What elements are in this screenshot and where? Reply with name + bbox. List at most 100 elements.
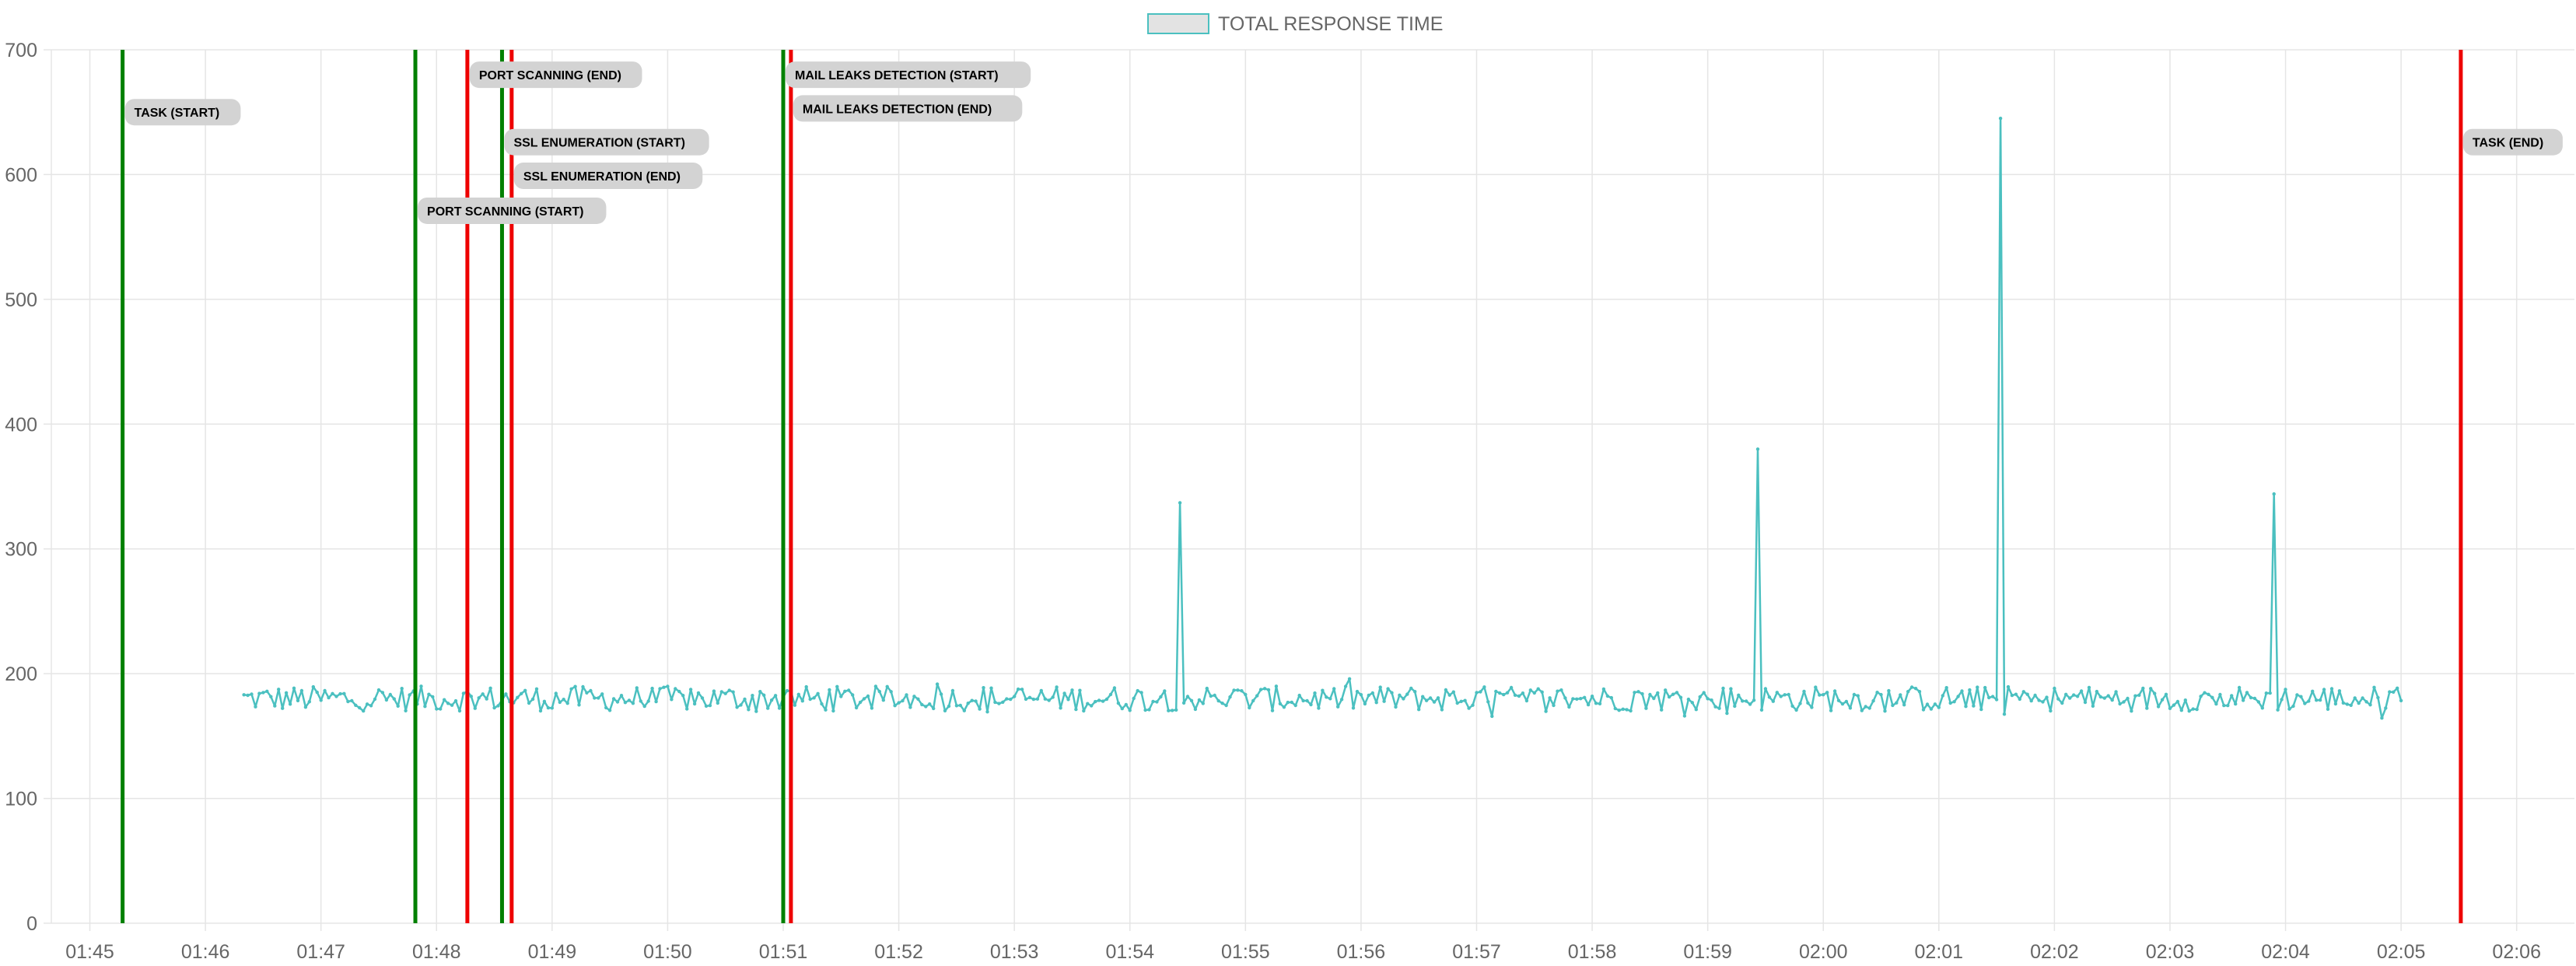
series-point (1189, 698, 1194, 702)
series-point (597, 696, 600, 700)
series-point (504, 692, 508, 696)
series-point (1475, 691, 1479, 695)
series-point (1544, 709, 1548, 713)
series-point (288, 702, 292, 706)
series-point (978, 707, 982, 711)
series-point (2141, 686, 2145, 691)
series-point (1347, 677, 1352, 681)
series-point (446, 702, 450, 705)
series-point (912, 695, 916, 698)
series-point (2126, 696, 2130, 701)
series-point (2329, 687, 2334, 691)
series-point (296, 698, 300, 702)
series-point (1009, 697, 1013, 702)
series-point (1258, 688, 1263, 691)
series-point (662, 685, 666, 689)
series-point (1332, 687, 1336, 691)
series-point (1806, 701, 1810, 705)
series-point (932, 706, 936, 711)
series-point (658, 687, 662, 691)
x-tick-label: 01:58 (1568, 941, 1617, 963)
series-point (1656, 691, 1660, 695)
series-point (284, 691, 289, 695)
series-point (2164, 692, 2168, 696)
series-point (1952, 700, 1956, 704)
series-point (1848, 706, 1853, 710)
y-tick-label: 600 (5, 164, 37, 186)
series-point (1270, 709, 1275, 712)
series-point (1370, 691, 1375, 695)
series-point (735, 705, 739, 709)
series-point (889, 690, 893, 694)
series-point (908, 705, 912, 709)
series-point (1124, 702, 1129, 707)
series-point (989, 686, 993, 690)
annotation-label-bg (469, 61, 642, 89)
series-point (1598, 702, 1602, 705)
series-point (839, 695, 843, 698)
series-point (261, 691, 265, 695)
series-point (2345, 702, 2349, 706)
series-point (619, 694, 624, 698)
series-point (1382, 699, 1386, 703)
series-point (1112, 686, 1117, 690)
series-point (577, 703, 581, 707)
series-point (573, 684, 577, 688)
series-point (769, 698, 774, 702)
annotation-label: MAIL LEAKS DETECTION (END) (793, 95, 1023, 122)
x-tick-label: 01:51 (759, 941, 808, 963)
series-point (1359, 693, 1363, 697)
series-point (2384, 706, 2388, 710)
x-tick-label: 01:47 (296, 941, 345, 963)
legend-label[interactable]: TOTAL RESPONSE TIME (1218, 13, 1443, 35)
series-point (858, 700, 863, 705)
series-point (1209, 694, 1213, 698)
series-point (254, 705, 257, 709)
series-point (1937, 705, 1941, 709)
series-point (1378, 685, 1382, 689)
legend[interactable]: TOTAL RESPONSE TIME (1147, 13, 1443, 35)
series-point (1290, 700, 1294, 705)
series-point (2260, 706, 2264, 710)
series-point (1274, 684, 1279, 688)
series-point (1983, 685, 1987, 690)
series-point (916, 697, 920, 701)
series-point (534, 687, 539, 691)
series-point (1667, 695, 1671, 699)
series-point (796, 692, 801, 696)
series-point (2102, 696, 2106, 700)
series-point (824, 708, 828, 712)
annotation-label-text: SSL ENUMERATION (START) (513, 137, 684, 150)
series-point (2056, 697, 2060, 701)
series-point (1528, 688, 1533, 692)
series-point (530, 697, 535, 702)
series-point (727, 688, 731, 692)
series-point (292, 686, 296, 690)
series-point (2179, 709, 2183, 712)
series-point (307, 700, 311, 704)
legend-swatch[interactable] (1147, 13, 1209, 34)
series-point (670, 698, 674, 702)
series-point (785, 688, 789, 693)
series-point (2110, 698, 2114, 702)
series-point (2068, 696, 2072, 700)
series-point (2361, 696, 2364, 700)
series-point (1035, 697, 1040, 701)
series-point (2226, 703, 2230, 708)
series-point (1644, 706, 1648, 710)
series-point (2041, 700, 2045, 704)
series-point (469, 695, 473, 698)
series-point (1790, 704, 1794, 708)
series-point (1278, 702, 1283, 705)
annotation-label-text: MAIL LEAKS DETECTION (START) (795, 69, 999, 82)
series-point (958, 703, 963, 708)
annotation-label: SSL ENUMERATION (END) (513, 163, 703, 190)
series-point (481, 692, 485, 696)
series-point (2183, 698, 2187, 702)
series-point (2010, 693, 2014, 698)
series-point (1609, 695, 1613, 700)
series-point (1078, 688, 1082, 692)
series-point (1987, 695, 1991, 700)
series-point (319, 698, 323, 702)
series-point (1660, 708, 1664, 712)
